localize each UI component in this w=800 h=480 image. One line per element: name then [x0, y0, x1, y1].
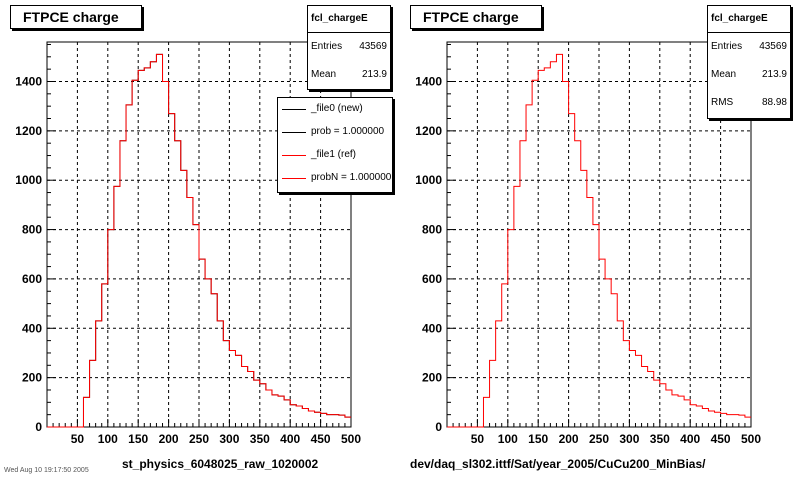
y-tick-label: 600 — [22, 272, 42, 286]
y-tick-label: 1400 — [415, 74, 442, 88]
x-tick-label: 400 — [280, 432, 300, 446]
x-tick-label: 500 — [741, 432, 761, 446]
stats-value: 88.98 — [761, 97, 787, 108]
y-tick-label: 1200 — [415, 124, 442, 138]
y-tick-label: 1200 — [15, 124, 42, 138]
legend: _file0 (new) prob = 1.000000 _file1 (ref… — [277, 97, 393, 193]
x-tick-label: 300 — [219, 432, 239, 446]
plot-area: 50 100 150 200 250 300 350 400 450 500 0 200 400 600 8… — [415, 41, 761, 446]
legend-label: probN = 1.000000 — [311, 172, 392, 183]
x-tick-label: 200 — [559, 432, 579, 446]
stats-row-rms: RMS 88.98 — [708, 89, 790, 117]
stats-value: 43569 — [359, 41, 387, 52]
y-tick-label: 0 — [435, 420, 442, 434]
legend-label: _file1 (ref) — [311, 149, 357, 160]
x-tick-label: 100 — [498, 432, 518, 446]
x-tick-label: 50 — [71, 432, 85, 446]
y-tick-label: 600 — [422, 272, 442, 286]
legend-swatch — [282, 178, 306, 179]
stats-box: fcl_chargeE Entries 43569 Mean 213.9 RMS… — [707, 5, 791, 119]
x-tick-label: 350 — [650, 432, 670, 446]
y-tick-label: 800 — [422, 223, 442, 237]
stats-label: Mean — [311, 69, 337, 80]
x-tick-label: 100 — [98, 432, 118, 446]
y-tick-label: 1000 — [415, 173, 442, 187]
x-tick-label: 250 — [589, 432, 609, 446]
x-tick-label: 450 — [311, 432, 331, 446]
histogram-plot: 50 100 150 200 250 300 350 400 450 500 0 200 400 600 8… — [415, 41, 761, 446]
chart-title-text: FTPCE charge — [423, 9, 519, 25]
stats-row-mean: Mean 213.9 — [708, 61, 790, 89]
stats-box: fcl_chargeE Entries 43569 Mean 213.9 — [307, 5, 391, 90]
x-tick-label: 250 — [189, 432, 209, 446]
y-tick-label: 400 — [422, 321, 442, 335]
histogram-ref-line — [47, 53, 351, 428]
y-tick-label: 0 — [35, 420, 42, 434]
legend-entry: _file1 (ref) — [278, 144, 392, 166]
stats-label: Mean — [711, 69, 737, 80]
y-tick-label: 1400 — [15, 74, 42, 88]
histogram-ref-line — [447, 53, 751, 428]
stats-row-entries: Entries 43569 — [708, 33, 790, 61]
stats-name: fcl_chargeE — [308, 6, 390, 33]
stats-value: 43569 — [759, 41, 787, 52]
x-tick-label: 350 — [250, 432, 270, 446]
stats-label: RMS — [711, 97, 734, 108]
stats-label: Entries — [311, 41, 343, 52]
chart-panel-left: 50 100 150 200 250 300 350 400 450 500 0 200 400 600 8… — [10, 5, 393, 471]
y-tick-label: 200 — [22, 371, 42, 385]
legend-entry: _file0 (new) — [278, 98, 392, 120]
y-tick-label: 800 — [22, 223, 42, 237]
legend-label: _file0 (new) — [311, 103, 363, 114]
stats-row-mean: Mean 213.9 — [308, 61, 390, 89]
x-tick-label: 500 — [341, 432, 361, 446]
stats-row-entries: Entries 43569 — [308, 33, 390, 61]
legend-swatch — [282, 132, 306, 133]
chart-title: FTPCE charge — [410, 5, 542, 29]
stats-name: fcl_chargeE — [708, 6, 790, 33]
chart-panel-right: 50 100 150 200 250 300 350 400 450 500 0 200 400 600 8… — [400, 0, 800, 480]
legend-entry: probN = 1.000000 — [278, 167, 392, 189]
x-tick-label: 300 — [619, 432, 639, 446]
x-tick-label: 400 — [680, 432, 700, 446]
stats-value: 213.9 — [761, 69, 787, 80]
x-tick-label: 450 — [711, 432, 731, 446]
x-tick-label: 200 — [159, 432, 179, 446]
legend-swatch — [282, 155, 306, 156]
x-tick-label: 150 — [128, 432, 148, 446]
legend-label: prob = 1.000000 — [311, 126, 385, 137]
stats-label: Entries — [711, 41, 743, 52]
chart-title: FTPCE charge — [10, 5, 142, 29]
x-axis-title: st_physics_6048025_raw_1020002 — [122, 457, 319, 471]
timestamp-footer: Wed Aug 10 19:17:50 2005 — [4, 467, 89, 474]
stats-value: 213.9 — [361, 69, 387, 80]
x-tick-label: 150 — [528, 432, 548, 446]
y-tick-label: 400 — [22, 321, 42, 335]
legend-swatch — [282, 109, 306, 110]
legend-entry: prob = 1.000000 — [278, 121, 392, 143]
x-tick-label: 50 — [471, 432, 485, 446]
y-tick-label: 1000 — [15, 173, 42, 187]
y-tick-label: 200 — [422, 371, 442, 385]
x-axis-title: dev/daq_sl302.ittf/Sat/year_2005/CuCu200… — [410, 457, 706, 471]
chart-title-text: FTPCE charge — [23, 9, 119, 25]
